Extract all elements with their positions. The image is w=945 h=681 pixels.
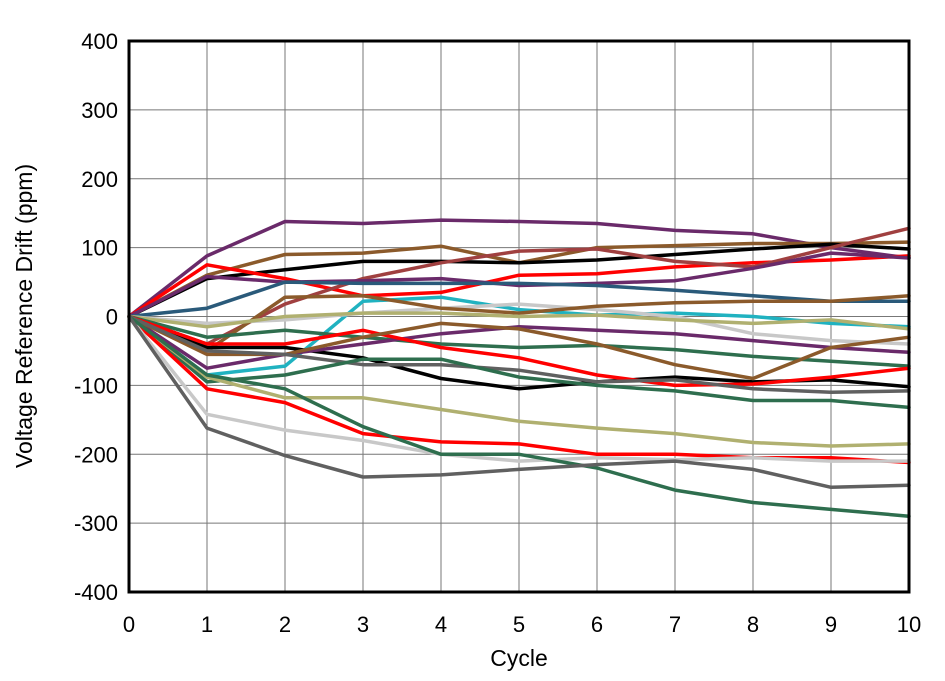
x-tick-label: 2 <box>279 612 291 637</box>
series-line-12 <box>127 314 911 368</box>
series-line-11 <box>127 311 911 331</box>
y-tick-label: -300 <box>74 511 118 536</box>
series-line-22 <box>127 314 911 518</box>
y-axis-label: Voltage Reference Drift (ppm) <box>11 164 37 468</box>
x-tick-label: 8 <box>747 612 759 637</box>
y-tick-label: -100 <box>74 373 118 398</box>
series-layer <box>127 218 911 518</box>
x-tick-label: 4 <box>435 612 447 637</box>
series-line-1 <box>127 218 911 319</box>
y-tick-label: 0 <box>106 305 118 330</box>
series-line-7 <box>127 280 911 319</box>
y-tick-label: -400 <box>74 580 118 605</box>
series-line-10 <box>127 294 911 353</box>
series-line-17 <box>127 314 911 395</box>
x-tick-label: 6 <box>591 612 603 637</box>
y-tick-label: 100 <box>81 236 118 261</box>
series-line-14 <box>127 314 911 370</box>
y-tick-labels: -400 -300 -200 -100 0 100 200 300 400 <box>74 29 118 605</box>
series-line-18 <box>127 314 911 410</box>
x-tick-labels: 0 1 2 3 4 5 6 7 8 9 10 <box>123 612 921 637</box>
x-axis-label: Cycle <box>490 645 548 671</box>
series-line-6 <box>127 251 911 319</box>
y-tick-label: -200 <box>74 442 118 467</box>
x-tick-label: 5 <box>513 612 525 637</box>
series-line-23 <box>127 314 911 490</box>
x-tick-label: 10 <box>897 612 921 637</box>
plot-frame <box>127 39 911 594</box>
y-tick-label: 200 <box>81 167 118 192</box>
series-line-5 <box>127 226 911 346</box>
x-tick-label: 7 <box>669 612 681 637</box>
x-tick-label: 0 <box>123 612 135 637</box>
series-line-15 <box>127 314 911 388</box>
series-line-8 <box>127 295 911 377</box>
series-line-19 <box>127 314 911 448</box>
x-tick-label: 3 <box>357 612 369 637</box>
x-tick-label: 1 <box>201 612 213 637</box>
y-tick-label: 300 <box>81 98 118 123</box>
series-line-21 <box>127 314 911 463</box>
x-tick-label: 9 <box>825 612 837 637</box>
y-tick-label: 400 <box>81 29 118 54</box>
